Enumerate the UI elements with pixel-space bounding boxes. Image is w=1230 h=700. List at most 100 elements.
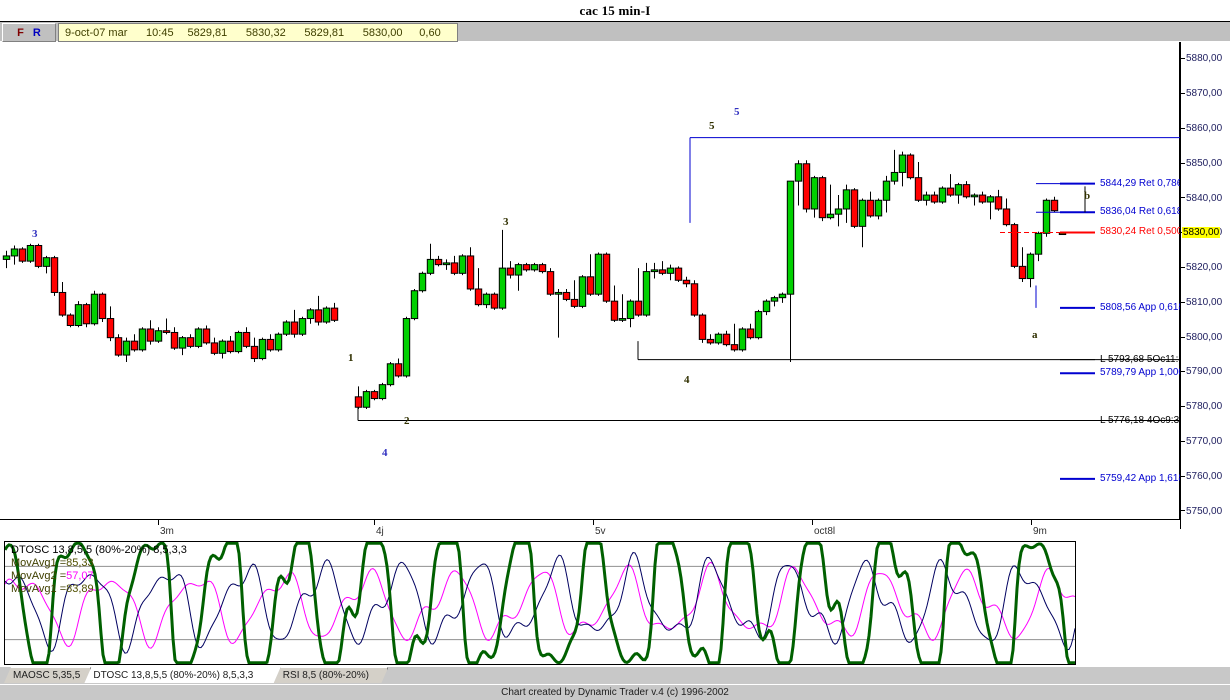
candle xyxy=(570,280,579,309)
indicator-pane-right-filler xyxy=(1076,541,1230,665)
wave-label: a xyxy=(1032,329,1038,341)
candle xyxy=(146,320,155,345)
candle xyxy=(410,288,419,321)
candle xyxy=(666,264,675,281)
price-axis-tick-label: 5840,00 xyxy=(1186,192,1223,204)
candle xyxy=(842,184,851,223)
f-button[interactable]: F xyxy=(17,26,24,39)
candle xyxy=(386,362,395,387)
fr-toggle-group[interactable]: F R xyxy=(2,23,56,42)
candle xyxy=(762,299,771,316)
quote-low: 5829,81 xyxy=(304,26,345,39)
candle xyxy=(682,276,691,288)
tab-maosc[interactable]: MAOSC 5,35,5 xyxy=(4,667,91,683)
price-axis-tick-label: 5800,00 xyxy=(1186,331,1223,343)
candle xyxy=(722,330,731,347)
candle xyxy=(10,245,19,265)
candle xyxy=(906,153,915,180)
candle xyxy=(674,266,683,283)
tab-dtosc[interactable]: DTOSC 13,8,5,5 (80%-20%) 8,5,3,3 xyxy=(84,667,280,683)
time-axis-label: 9m xyxy=(1033,526,1047,537)
quote-time: 10:45 xyxy=(146,26,174,39)
candle xyxy=(18,247,27,263)
trendline-wave4-low xyxy=(637,341,1180,361)
price-axis-tick-label: 5870,00 xyxy=(1186,88,1223,100)
price-axis-tick: 5770,00 xyxy=(1181,436,1222,447)
time-axis: 3m 4j 5v oct8l 9m xyxy=(0,519,1180,541)
r-button[interactable]: R xyxy=(32,26,41,39)
price-axis[interactable]: 5880,00 5870,00 5860,00 5850,00 5840,00 5830,… xyxy=(1180,42,1230,529)
candle xyxy=(34,243,43,269)
candle xyxy=(458,254,467,276)
candle xyxy=(58,282,67,317)
candle xyxy=(442,259,451,270)
candle xyxy=(266,334,275,352)
candle xyxy=(770,295,779,307)
candle xyxy=(114,334,123,357)
candle xyxy=(26,243,35,263)
candle xyxy=(890,149,899,185)
oscillator-series-dtosc-slow xyxy=(5,552,1075,654)
wave-label: 1 xyxy=(348,352,354,364)
candle xyxy=(226,335,235,354)
indicator-value-1: 57,07 xyxy=(66,570,94,582)
candle xyxy=(610,285,619,323)
oscillator-series-dtosc-fast xyxy=(5,542,1075,664)
candlestick-plot xyxy=(2,137,1180,480)
indicator-tab-strip[interactable]: MAOSC 5,35,5 DTOSC 13,8,5,5 (80%-20%) 8,5… xyxy=(0,667,1230,684)
candle xyxy=(1050,196,1059,213)
price-axis-tick-label: 5860,00 xyxy=(1186,122,1223,134)
candle xyxy=(786,180,795,363)
level-label: 5789,79 App 1,000 xyxy=(1100,367,1184,379)
candle xyxy=(298,316,307,336)
price-axis-tick-label: 5790,00 xyxy=(1186,366,1223,378)
candle xyxy=(210,337,219,356)
wave-label: b xyxy=(1084,190,1091,202)
candle xyxy=(706,334,715,345)
price-axis-tick: 5860,00 xyxy=(1181,123,1222,134)
price-axis-tick: 5820,00 xyxy=(1181,262,1222,273)
candle xyxy=(466,247,475,291)
quote-change: 0,60 xyxy=(419,26,441,39)
candle xyxy=(154,327,163,343)
candle xyxy=(1042,198,1051,237)
credit-text: Chart created by Dynamic Trader v.4 (c) … xyxy=(501,687,729,698)
candle xyxy=(578,275,587,309)
candle xyxy=(986,195,995,220)
tab-label: RSI 8,5 (80%-20%) xyxy=(282,670,369,681)
level-label: 5844,29 Ret 0,786 xyxy=(1100,177,1183,189)
candle xyxy=(258,337,267,361)
price-axis-tick: 5870,00 xyxy=(1181,88,1222,99)
candle xyxy=(370,389,379,401)
time-axis-tick xyxy=(593,520,594,525)
candle xyxy=(826,184,835,220)
candle xyxy=(354,386,363,409)
candle xyxy=(922,191,931,206)
price-chart-pane[interactable]: 3 4 1 2 3 4 5 5 a b 5844,29 Ret 0,786 5836,04 Ret … xyxy=(0,42,1190,529)
candle xyxy=(234,330,243,354)
candle xyxy=(202,325,211,345)
quote-date: 9-oct-07 mar xyxy=(65,26,128,39)
indicator-pane-dtosc[interactable]: DTOSC 13,8,5,5 (80%-20%) 8,5,3,3 MovAvg1… xyxy=(4,541,1076,665)
oscillator-series-movavg2 xyxy=(5,561,1075,649)
candle xyxy=(658,261,667,276)
candle xyxy=(90,290,99,326)
time-axis-label: oct8l xyxy=(814,526,836,537)
tab-rsi[interactable]: RSI 8,5 (80%-20%) xyxy=(274,667,389,683)
candle xyxy=(1010,222,1019,269)
indicator-value-2: 83,89 xyxy=(66,583,94,595)
candle xyxy=(402,316,411,378)
candle xyxy=(978,191,987,204)
level-label: 5808,56 App 0,618 xyxy=(1100,301,1184,313)
wave-label: 3 xyxy=(32,228,38,240)
tab-label: DTOSC 13,8,5,5 (80%-20%) 8,5,3,3 xyxy=(93,670,254,681)
candle xyxy=(74,301,83,328)
candle xyxy=(938,186,947,204)
indicator-label-2: MovAvg1 = xyxy=(11,583,67,595)
time-axis-label: 3m xyxy=(160,526,174,537)
candle xyxy=(802,160,811,213)
price-axis-tick: 5760,00 xyxy=(1181,471,1222,482)
wave-label: 5 xyxy=(709,120,715,132)
candle xyxy=(970,193,979,206)
candle xyxy=(82,302,91,328)
